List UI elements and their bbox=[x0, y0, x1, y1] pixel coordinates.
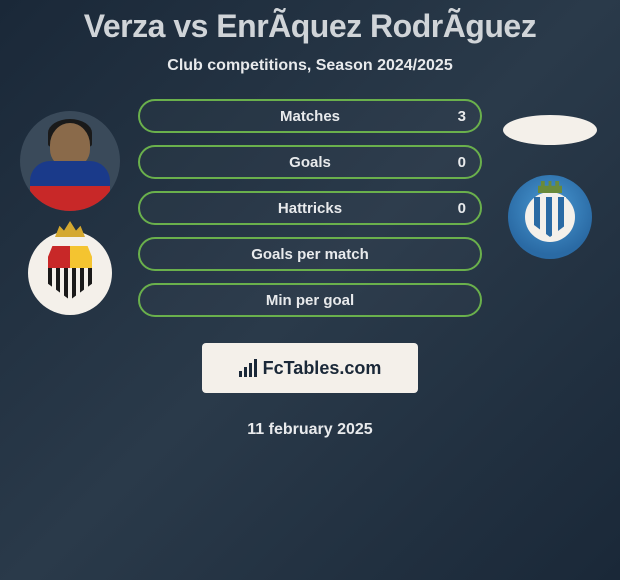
page-title: Verza vs EnrÃ­quez RodrÃ­guez bbox=[84, 8, 536, 45]
stat-row-gpm: Goals per match bbox=[138, 237, 482, 271]
stat-label: Matches bbox=[280, 108, 340, 125]
stat-label: Hattricks bbox=[278, 200, 342, 217]
right-column bbox=[490, 99, 610, 259]
verza-player-photo bbox=[20, 111, 120, 211]
stat-row-matches: Matches 3 bbox=[138, 99, 482, 133]
stat-row-mpg: Min per goal bbox=[138, 283, 482, 317]
malaga-inner bbox=[525, 192, 575, 242]
stat-label: Goals bbox=[289, 154, 331, 171]
stat-value-right: 3 bbox=[458, 108, 466, 125]
stat-row-goals: Goals 0 bbox=[138, 145, 482, 179]
shield-icon bbox=[48, 246, 92, 300]
left-column bbox=[10, 99, 130, 315]
shield-quadrant bbox=[70, 246, 92, 268]
player-body bbox=[30, 161, 110, 211]
stat-label: Goals per match bbox=[251, 246, 369, 263]
comparison-card: Verza vs EnrÃ­quez RodrÃ­guez Club compe… bbox=[0, 0, 620, 580]
bars-icon bbox=[239, 359, 257, 377]
castle-icon bbox=[538, 181, 562, 193]
fctables-watermark: FcTables.com bbox=[202, 343, 418, 393]
stat-row-hattricks: Hattricks 0 bbox=[138, 191, 482, 225]
main-content-row: Matches 3 Goals 0 Hattricks 0 Goals per … bbox=[0, 99, 620, 439]
shield-stripes bbox=[48, 268, 92, 300]
cartagena-badge bbox=[28, 231, 112, 315]
malaga-badge bbox=[508, 175, 592, 259]
malaga-stripes bbox=[534, 197, 566, 237]
shield-top bbox=[48, 246, 92, 268]
stats-column: Matches 3 Goals 0 Hattricks 0 Goals per … bbox=[130, 99, 490, 439]
player-placeholder-oval bbox=[503, 115, 597, 145]
fctables-label: FcTables.com bbox=[263, 358, 382, 379]
stat-value-right: 0 bbox=[458, 154, 466, 171]
stat-label: Min per goal bbox=[266, 292, 354, 309]
crown-icon bbox=[55, 221, 85, 237]
date-label: 11 february 2025 bbox=[247, 421, 372, 439]
stat-value-right: 0 bbox=[458, 200, 466, 217]
subtitle: Club competitions, Season 2024/2025 bbox=[167, 57, 452, 75]
shield-quadrant bbox=[48, 246, 70, 268]
